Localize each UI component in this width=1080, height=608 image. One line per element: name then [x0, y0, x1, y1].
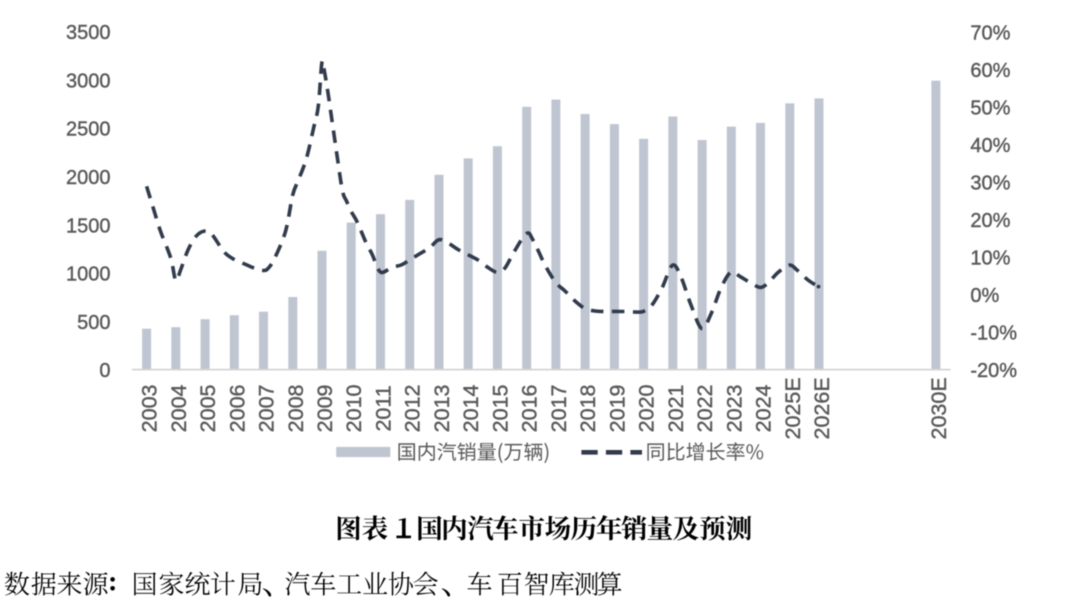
svg-text:2016: 2016 — [518, 384, 542, 432]
svg-text:1000: 1000 — [66, 264, 111, 286]
svg-text:40%: 40% — [970, 135, 1010, 157]
svg-text:2020: 2020 — [635, 384, 659, 432]
svg-text:2010: 2010 — [342, 384, 366, 432]
svg-text:60%: 60% — [970, 60, 1010, 82]
svg-text:2030E: 2030E — [927, 377, 951, 439]
svg-text:-20%: -20% — [970, 360, 1017, 382]
svg-text:2005: 2005 — [196, 384, 220, 432]
svg-text:2024: 2024 — [752, 384, 776, 432]
svg-text:2004: 2004 — [167, 384, 191, 432]
svg-text:0: 0 — [99, 360, 110, 382]
svg-text:3000: 3000 — [66, 70, 111, 92]
svg-text:2017: 2017 — [547, 384, 571, 432]
svg-text:2026E: 2026E — [810, 377, 834, 439]
svg-text:2014: 2014 — [459, 384, 483, 432]
svg-text:500: 500 — [77, 312, 110, 334]
svg-text:2018: 2018 — [576, 384, 600, 432]
svg-text:30%: 30% — [970, 173, 1010, 195]
svg-text:0%: 0% — [970, 285, 999, 307]
svg-text:2013: 2013 — [430, 384, 454, 432]
svg-text:2009: 2009 — [313, 384, 337, 432]
svg-text:2006: 2006 — [225, 384, 249, 432]
svg-text:2008: 2008 — [284, 384, 308, 432]
svg-text:2019: 2019 — [605, 384, 629, 432]
svg-text:2003: 2003 — [138, 384, 162, 432]
svg-text:1500: 1500 — [66, 215, 111, 237]
svg-text:2500: 2500 — [66, 119, 111, 141]
svg-text:2022: 2022 — [693, 384, 717, 432]
svg-text:2023: 2023 — [722, 384, 746, 432]
svg-text:-10%: -10% — [970, 323, 1017, 345]
svg-text:70%: 70% — [970, 22, 1010, 44]
svg-text:2007: 2007 — [255, 384, 279, 432]
svg-text:2025E: 2025E — [781, 377, 805, 439]
svg-text:2011: 2011 — [372, 385, 396, 431]
svg-text:2015: 2015 — [488, 384, 512, 432]
svg-text:10%: 10% — [970, 248, 1010, 270]
svg-text:2000: 2000 — [66, 167, 111, 189]
svg-text:3500: 3500 — [66, 22, 111, 44]
svg-text:2021: 2021 — [664, 384, 688, 432]
svg-text:20%: 20% — [970, 210, 1010, 232]
svg-text:50%: 50% — [970, 98, 1010, 120]
svg-text:2012: 2012 — [401, 384, 425, 432]
